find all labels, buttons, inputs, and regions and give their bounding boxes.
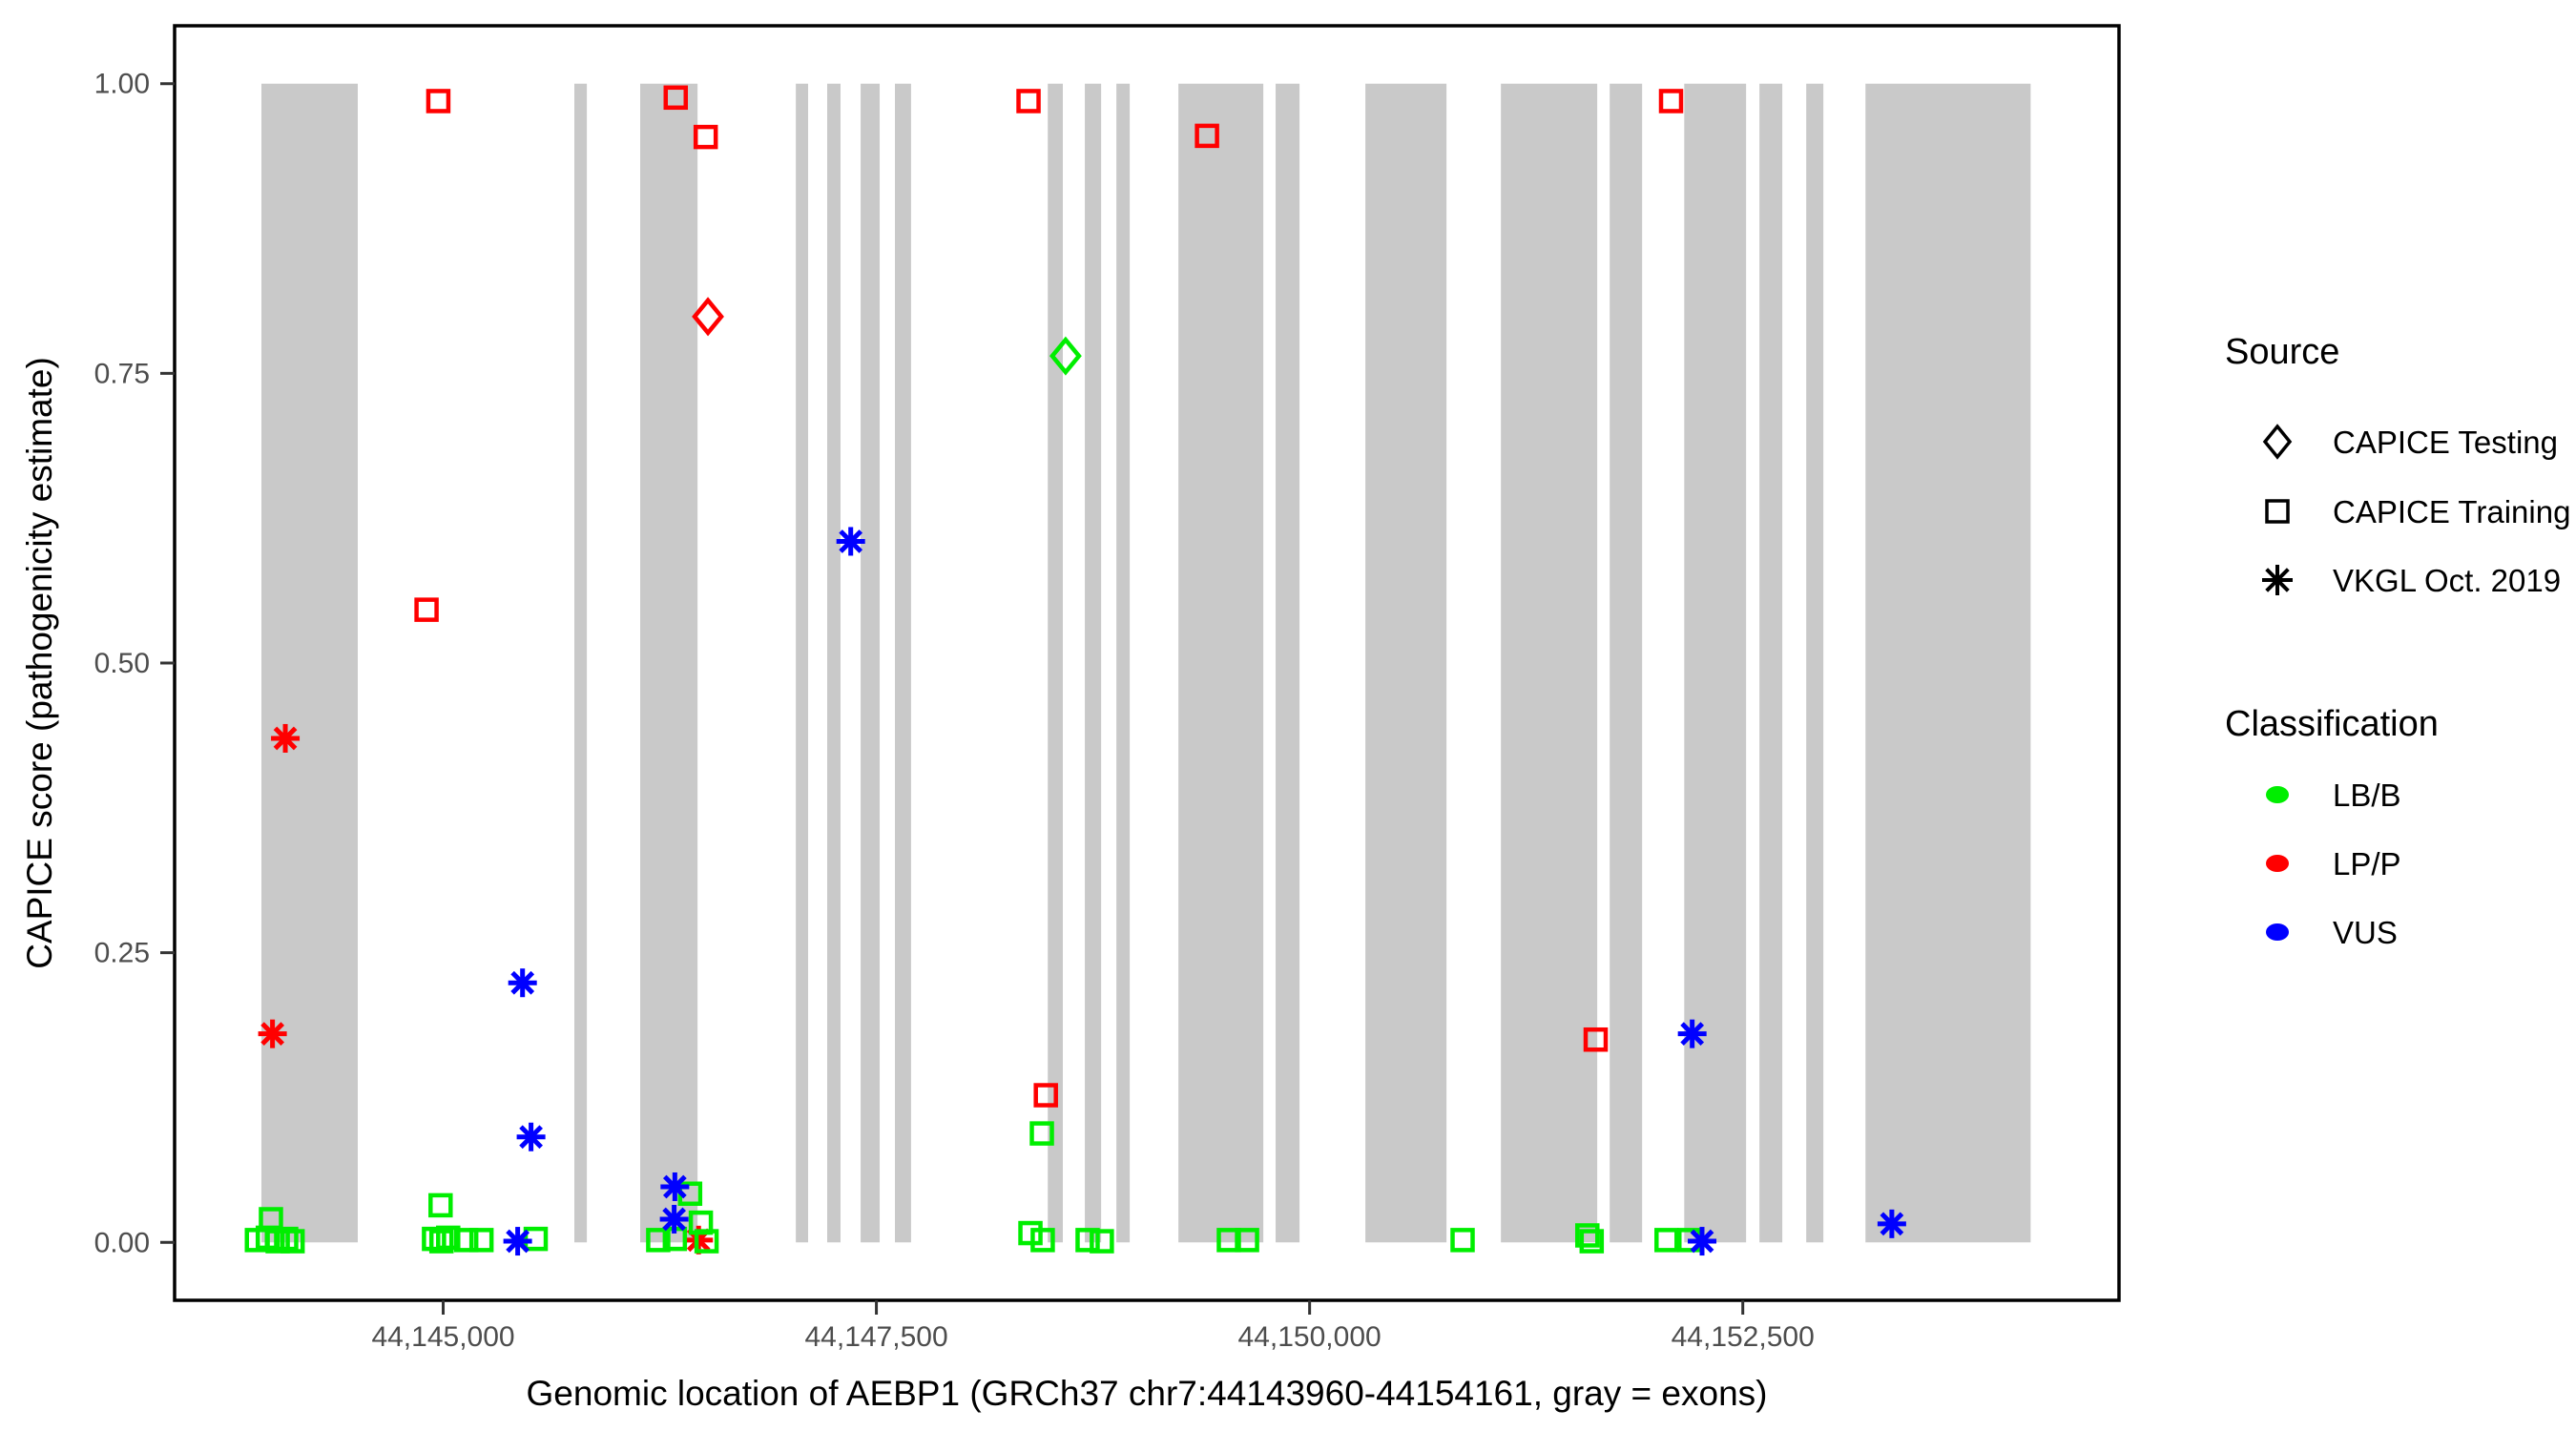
exon-band — [574, 83, 588, 1243]
y-tick-label: 1.00 — [94, 69, 150, 100]
y-tick-label: 0.75 — [94, 358, 150, 389]
data-point — [274, 1226, 299, 1252]
data-point — [836, 527, 865, 556]
data-point — [663, 85, 689, 111]
legend-classification-dot — [2266, 855, 2289, 872]
data-point — [1579, 1229, 1605, 1254]
data-point — [516, 1122, 546, 1151]
y-tick-label: 0.25 — [94, 938, 150, 969]
data-point — [1033, 1083, 1058, 1108]
data-point — [453, 1228, 479, 1253]
exon-band — [1759, 83, 1783, 1243]
data-point — [1029, 1121, 1054, 1146]
data-point — [1688, 1227, 1717, 1256]
legend-classification-dot — [2266, 923, 2289, 941]
exon-band — [1806, 83, 1824, 1243]
exon-band — [640, 83, 698, 1243]
exon-band — [895, 83, 911, 1243]
x-axis-title: Genomic location of AEBP1 (GRCh37 chr7:4… — [526, 1374, 1768, 1413]
legend-source-item-label: CAPICE Testing — [2333, 425, 2558, 460]
data-point — [1018, 1220, 1043, 1246]
data-point — [1677, 1019, 1707, 1048]
data-point — [659, 1204, 689, 1234]
x-tick-label: 44,147,500 — [804, 1321, 947, 1353]
y-axis-title: CAPICE score (pathogenicity estimate) — [20, 357, 59, 969]
legend-source-title: Source — [2225, 332, 2340, 372]
data-point — [428, 1192, 453, 1218]
data-point — [426, 89, 451, 114]
data-point — [2262, 565, 2293, 595]
data-point — [2265, 499, 2290, 524]
data-point — [280, 1229, 305, 1254]
data-point — [1658, 89, 1684, 114]
data-point — [414, 597, 439, 622]
axes: 44,145,000 44,147,500 44,150,000 44,152,500… — [94, 69, 1815, 1353]
legend-classification-item-label: LB/B — [2333, 778, 2401, 813]
data-point — [428, 1229, 454, 1254]
exon-band — [1178, 83, 1264, 1243]
data-point — [692, 297, 724, 337]
data-points — [244, 85, 1906, 1256]
data-point — [1075, 1228, 1100, 1253]
data-point — [1575, 1223, 1600, 1248]
data-point — [646, 1228, 671, 1253]
legend-source-item-label: VKGL Oct. 2019 — [2333, 563, 2561, 598]
exon-band — [796, 83, 809, 1243]
data-point — [1090, 1229, 1114, 1254]
data-point — [503, 1227, 532, 1256]
data-point — [508, 968, 537, 998]
x-tick-label: 44,150,000 — [1238, 1321, 1381, 1353]
y-tick-label: 0.00 — [94, 1227, 150, 1258]
x-tick-label: 44,145,000 — [371, 1321, 514, 1353]
exon-band — [1865, 83, 2031, 1243]
exon-band — [1116, 83, 1131, 1243]
exon-band — [861, 83, 881, 1243]
data-point — [1016, 89, 1041, 114]
exon-band — [826, 83, 841, 1243]
exon-band — [1610, 83, 1643, 1243]
data-point — [1235, 1228, 1259, 1253]
legend-classification-item-label: LP/P — [2333, 846, 2401, 881]
x-tick-label: 44,152,500 — [1672, 1321, 1815, 1353]
exon-band — [1085, 83, 1102, 1243]
exon-band — [1684, 83, 1747, 1243]
y-tick-label: 0.50 — [94, 648, 150, 679]
data-point — [1450, 1228, 1475, 1253]
data-point — [694, 1229, 719, 1254]
data-point — [660, 1172, 690, 1201]
legend-classification-item-label: VUS — [2333, 915, 2398, 950]
exon-band — [260, 83, 358, 1243]
exon-band — [1048, 83, 1064, 1243]
panel-border — [173, 24, 2121, 1302]
data-point — [1877, 1209, 1906, 1238]
data-point — [1195, 123, 1219, 149]
data-point — [258, 1019, 287, 1048]
legend-classification-dot — [2266, 786, 2289, 803]
data-point — [1654, 1228, 1679, 1253]
exon-bands — [260, 83, 2031, 1243]
legend: CAPICE Testing CAPICE Training VKGL Oct. 2… — [2262, 424, 2570, 950]
data-point — [1049, 336, 1082, 376]
data-point — [1030, 1228, 1055, 1253]
data-point — [271, 723, 301, 753]
legend-classification-title: Classification — [2225, 704, 2439, 744]
legend-source-item-label: CAPICE Training — [2333, 494, 2570, 529]
data-point — [422, 1226, 447, 1252]
exon-band — [1501, 83, 1598, 1243]
data-point — [2262, 424, 2293, 460]
exon-band — [1365, 83, 1447, 1243]
data-point — [693, 124, 718, 150]
data-point — [1583, 1027, 1609, 1052]
data-point — [468, 1228, 494, 1253]
exon-band — [1276, 83, 1300, 1243]
